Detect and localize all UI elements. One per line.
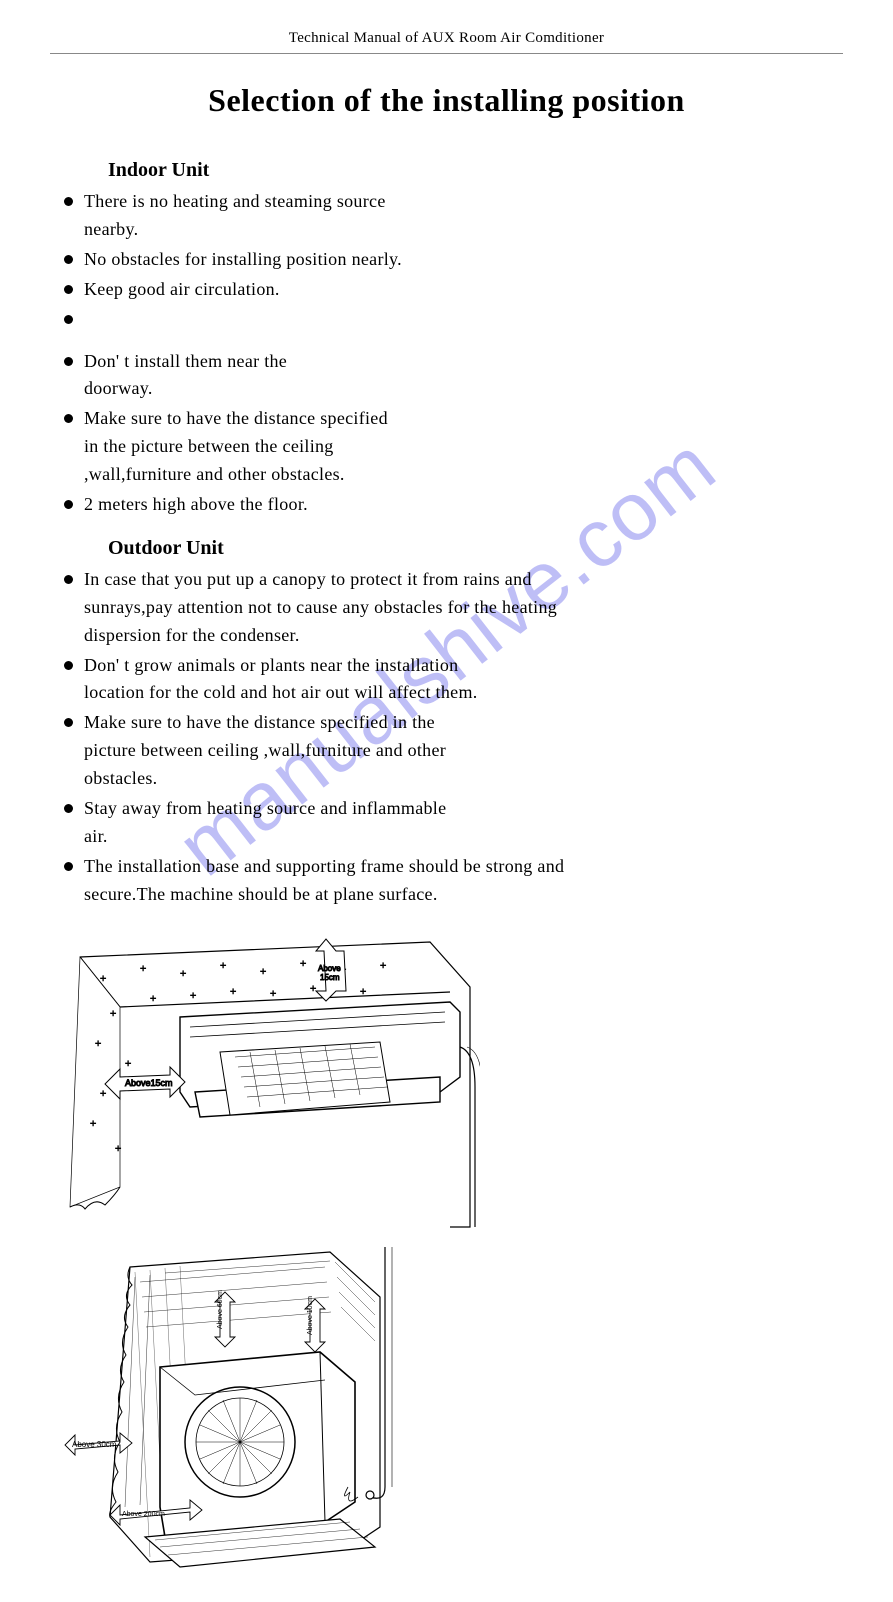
callout-label: Above 200cm — [122, 1511, 165, 1518]
page-title: Selection of the installing position — [50, 82, 843, 119]
callout-label: 15cm — [320, 973, 340, 982]
svg-text:+: + — [230, 986, 236, 998]
list-item: The installation base and supporting fra… — [68, 853, 608, 909]
outdoor-bullet-list: In case that you put up a canopy to prot… — [50, 566, 843, 909]
list-item: Don' t install them near the doorway. — [68, 348, 328, 404]
svg-text:+: + — [270, 988, 276, 1000]
svg-text:+: + — [150, 993, 156, 1005]
outdoor-unit-diagram: Above 60cm Above 10cm Above 30cm Above 2… — [50, 1247, 410, 1597]
manual-page: Technical Manual of AUX Room Air Comditi… — [0, 0, 893, 1263]
svg-text:+: + — [115, 1143, 121, 1155]
list-item: Keep good air circulation. — [68, 276, 368, 304]
list-item: No obstacles for installing position nea… — [68, 246, 408, 274]
list-item: There is no heating and steaming source … — [68, 188, 408, 244]
svg-text:+: + — [310, 983, 316, 995]
header-manual-title: Technical Manual of AUX Room Air Comditi… — [50, 30, 843, 47]
callout-label: Above — [318, 964, 341, 973]
svg-text:+: + — [100, 1088, 106, 1100]
header-rule — [50, 53, 843, 54]
svg-text:+: + — [140, 963, 146, 975]
callout-label: Above 10cm — [307, 1296, 314, 1335]
list-item: Make sure to have the distance specified… — [68, 709, 488, 793]
indoor-bullet-list: There is no heating and steaming source … — [50, 188, 843, 519]
list-item: Don' t grow animals or plants near the i… — [68, 652, 478, 708]
section-heading-indoor: Indoor Unit — [108, 159, 843, 182]
svg-text:+: + — [300, 958, 306, 970]
svg-text:+: + — [95, 1038, 101, 1050]
list-item: 2 meters high above the floor. — [68, 491, 408, 519]
list-item — [68, 306, 843, 334]
indoor-unit-diagram: +++ +++ ++ +++ +++ +++ +++ — [50, 927, 480, 1247]
svg-text:+: + — [190, 990, 196, 1002]
list-item: In case that you put up a canopy to prot… — [68, 566, 558, 650]
svg-text:+: + — [360, 986, 366, 998]
svg-text:+: + — [100, 973, 106, 985]
svg-text:+: + — [180, 968, 186, 980]
svg-text:+: + — [110, 1008, 116, 1020]
list-item: Make sure to have the distance specified… — [68, 405, 398, 489]
section-heading-outdoor: Outdoor Unit — [108, 537, 843, 560]
list-item: Stay away from heating source and inflam… — [68, 795, 448, 851]
svg-text:+: + — [90, 1118, 96, 1130]
callout-label: Above 30cm — [72, 1440, 117, 1449]
svg-text:+: + — [260, 966, 266, 978]
svg-text:+: + — [380, 960, 386, 972]
callout-label: Above 60cm — [217, 1290, 224, 1329]
callout-label: Above15cm — [125, 1078, 173, 1088]
svg-text:+: + — [125, 1058, 131, 1070]
svg-text:+: + — [220, 960, 226, 972]
